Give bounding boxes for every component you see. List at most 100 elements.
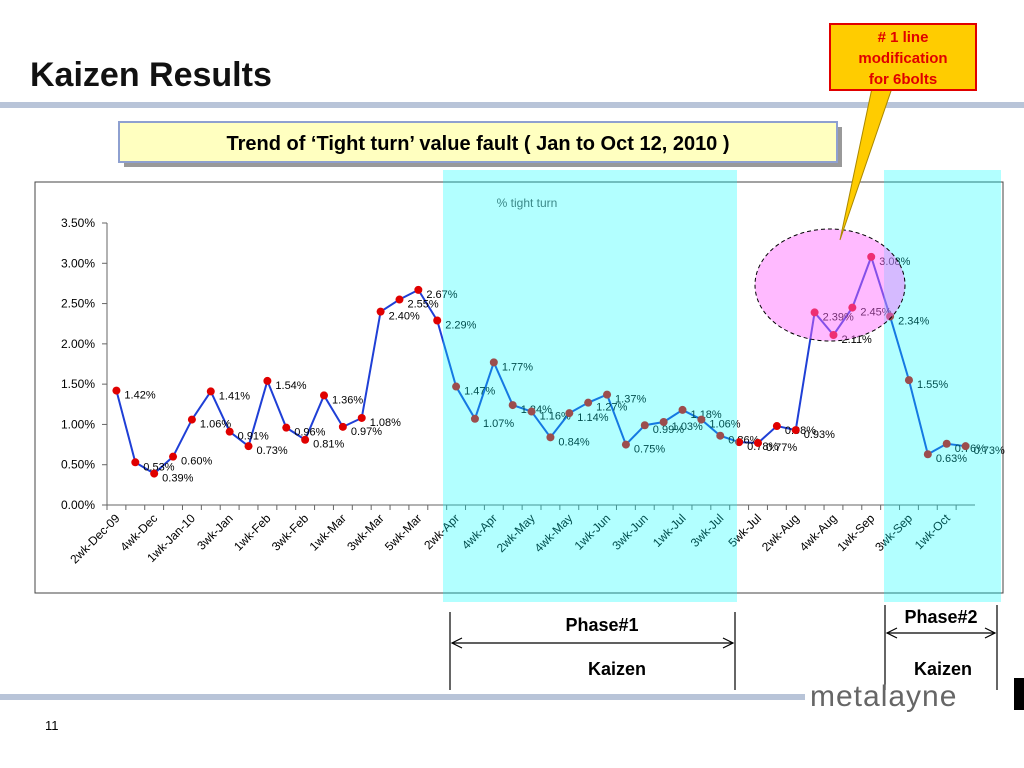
data-label: 0.84%: [558, 436, 589, 448]
data-label: 2.11%: [841, 334, 872, 346]
highlight-ellipse: [754, 228, 906, 342]
data-point: [357, 413, 366, 422]
data-point: [206, 387, 215, 396]
data-label: 0.99%: [653, 424, 684, 436]
chart-frame: [34, 181, 1004, 594]
data-point: [772, 422, 781, 431]
data-label: 0.96%: [294, 427, 325, 439]
data-label: 1.06%: [200, 419, 231, 431]
y-tick-label: 2.00%: [61, 337, 95, 351]
data-point: [829, 330, 838, 339]
data-point: [565, 409, 574, 418]
edge-mark: [1014, 678, 1024, 710]
data-label: 1.42%: [124, 390, 155, 402]
data-point: [282, 423, 291, 432]
data-point: [735, 438, 744, 447]
data-label: 0.60%: [181, 456, 212, 468]
y-tick-label: 3.00%: [61, 256, 95, 270]
data-label: 1.14%: [577, 412, 608, 424]
data-point: [508, 401, 517, 410]
data-label: 2.34%: [898, 315, 929, 327]
data-label: 0.53%: [143, 461, 174, 473]
data-point: [187, 415, 196, 424]
phase1-region: [443, 170, 737, 602]
data-point: [376, 307, 385, 316]
data-point: [263, 376, 272, 385]
data-point: [527, 407, 536, 416]
data-label: 1.37%: [615, 394, 646, 406]
phase-label: Phase#2: [904, 607, 977, 627]
phase-kaizen: Kaizen: [914, 659, 972, 679]
data-point: [867, 252, 876, 261]
data-point: [942, 439, 951, 448]
data-label: 1.55%: [917, 379, 948, 391]
data-point: [112, 386, 121, 395]
data-point: [621, 440, 630, 449]
data-point: [414, 285, 423, 294]
data-label: 0.75%: [634, 444, 665, 456]
data-point: [659, 418, 668, 427]
data-label: 0.93%: [804, 429, 835, 441]
bottom-band: [0, 694, 805, 700]
data-label: 2.40%: [389, 311, 420, 323]
data-point: [961, 442, 970, 451]
data-point: [886, 312, 895, 321]
data-label: 2.45%: [860, 307, 891, 319]
data-point: [697, 415, 706, 424]
data-point: [131, 458, 140, 467]
data-label: 1.27%: [596, 402, 627, 414]
data-point: [678, 405, 687, 414]
data-point: [433, 316, 442, 325]
data-label: 3.08%: [879, 256, 910, 268]
data-label: 1.08%: [370, 417, 401, 429]
data-label: 1.06%: [709, 419, 740, 431]
chart-title: % tight turn: [497, 196, 558, 210]
data-point: [810, 308, 819, 317]
data-point: [923, 450, 932, 459]
y-tick-label: 3.50%: [61, 216, 95, 230]
data-label: 1.07%: [483, 418, 514, 430]
y-tick-label: 0.50%: [61, 458, 95, 472]
subtitle-box: [118, 121, 838, 163]
data-label: 1.16%: [540, 411, 571, 423]
data-point: [452, 382, 461, 391]
data-label: 1.03%: [672, 421, 703, 433]
data-point: [603, 390, 612, 399]
phase2-region: [884, 170, 1001, 602]
logo: metalayne: [810, 680, 957, 713]
data-point: [754, 438, 762, 447]
y-tick-label: 1.50%: [61, 377, 95, 391]
data-point: [716, 431, 725, 440]
y-tick-label: 0.00%: [61, 498, 95, 512]
data-point: [848, 303, 857, 312]
y-tick-label: 1.00%: [61, 417, 95, 431]
data-point: [470, 414, 479, 423]
callout-text: modification: [858, 50, 947, 67]
callout-text: # 1 line: [878, 29, 929, 46]
phase-brackets: [449, 605, 998, 690]
data-point: [791, 426, 800, 435]
data-point: [338, 422, 347, 431]
data-label: 0.81%: [313, 439, 344, 451]
slide-title: Kaizen Results: [30, 56, 272, 94]
data-label: 1.36%: [332, 394, 363, 406]
data-point: [546, 433, 555, 442]
data-point: [150, 469, 159, 478]
data-point: [584, 398, 593, 407]
data-label: 0.91%: [238, 431, 269, 443]
subtitle: Trend of ‘Tight turn’ value fault ( Jan …: [226, 133, 729, 155]
data-label: 0.73%: [257, 445, 288, 457]
data-label: 2.39%: [823, 311, 854, 323]
data-label: 1.47%: [464, 386, 495, 398]
phase-kaizen: Kaizen: [588, 659, 646, 679]
data-point: [395, 295, 404, 304]
data-label: 0.39%: [162, 473, 193, 485]
data-label: 1.41%: [219, 390, 250, 402]
callout-box: [829, 23, 977, 91]
data-label: 2.55%: [407, 299, 438, 311]
data-point: [904, 376, 913, 385]
data-point: [225, 427, 234, 436]
data-point: [244, 442, 253, 451]
data-label: 2.29%: [445, 319, 476, 331]
